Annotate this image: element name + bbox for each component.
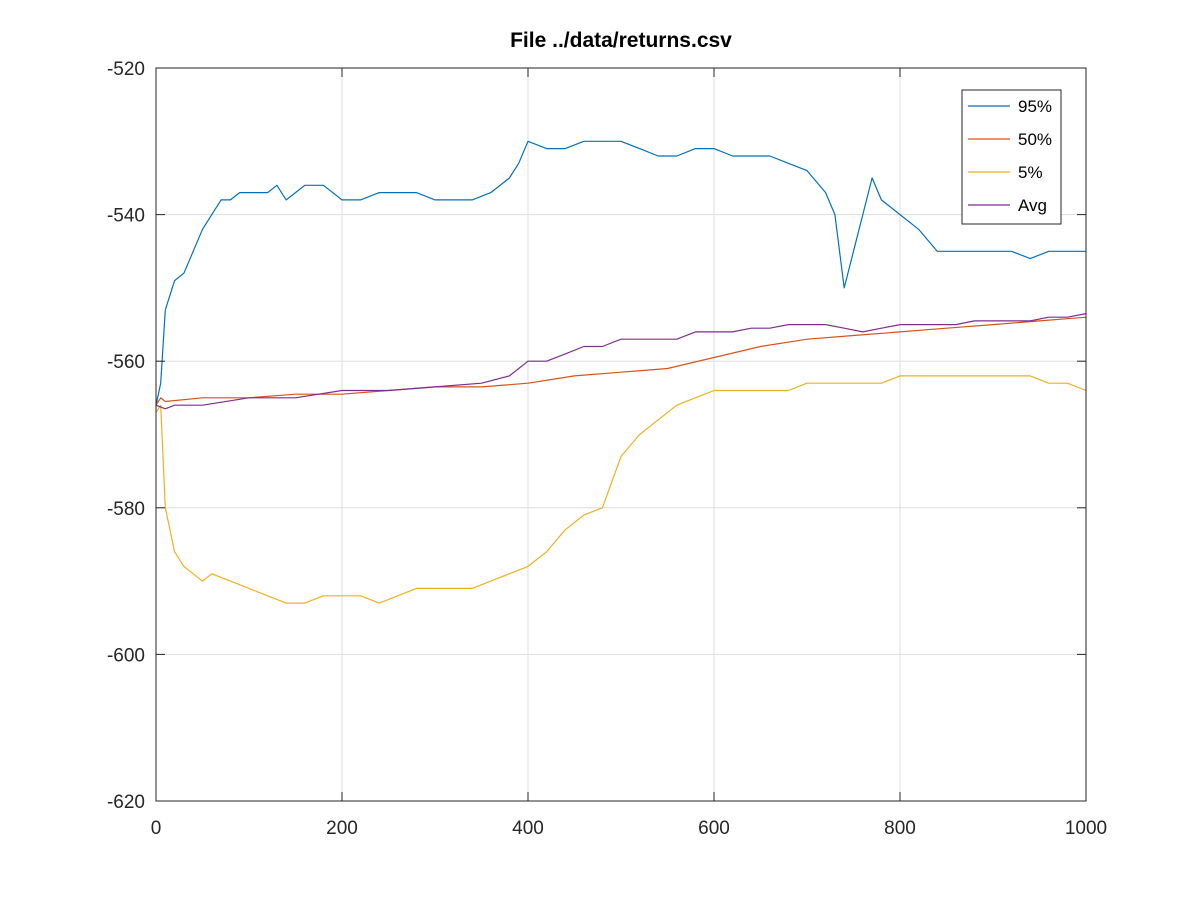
legend: 95% 50% 5% Avg: [961, 89, 1062, 225]
y-tick-label: -600: [107, 645, 145, 666]
legend-label: Avg: [1018, 196, 1047, 215]
x-tick-label: 800: [884, 818, 916, 839]
legend-label: 50%: [1018, 130, 1052, 149]
x-tick-label: 1000: [1065, 818, 1107, 839]
series-line-avg: [155, 313, 1087, 410]
legend-label: 5%: [1018, 163, 1043, 182]
legend-box: [961, 89, 1062, 225]
x-tick-label: 0: [151, 818, 162, 839]
x-tick-label: 400: [512, 818, 544, 839]
series-line-5: [155, 375, 1087, 604]
series-line-50: [155, 316, 1087, 406]
axis-ticks: [155, 67, 1087, 802]
plot-area: [156, 68, 1086, 801]
series-line-95: [155, 140, 1086, 406]
y-tick-label: -520: [107, 59, 145, 80]
plot-frame: [155, 67, 1087, 802]
legend-label: 95%: [1018, 97, 1052, 116]
y-tick-label: -560: [107, 352, 145, 373]
grid-lines: [156, 68, 1086, 801]
chart-title: File ../data/returns.csv: [510, 29, 732, 52]
y-tick-label: -620: [107, 792, 145, 813]
x-tick-label: 600: [698, 818, 730, 839]
y-tick-label: -580: [107, 499, 145, 520]
y-tick-label: -540: [107, 206, 145, 227]
x-tick-label: 200: [326, 818, 358, 839]
axis-tick-labels: 0 200 400 600 800 1000 -620 -600 -580 -560 -540 -52…: [107, 59, 1107, 839]
series-group: [155, 140, 1087, 604]
